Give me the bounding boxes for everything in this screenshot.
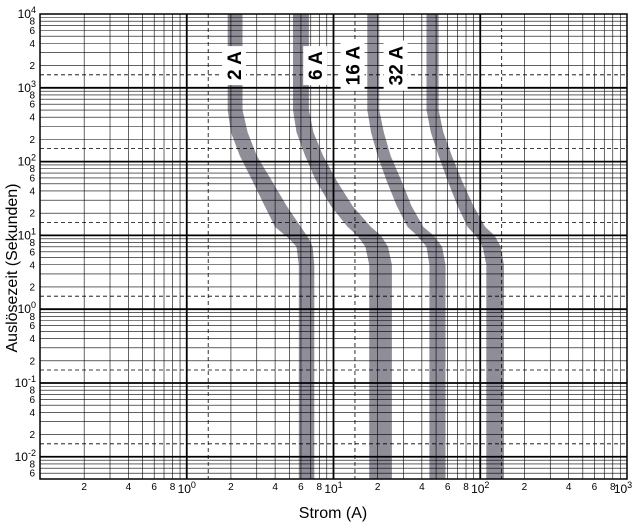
x-decade-label: 101	[324, 480, 342, 496]
y-decade-label: 10-1	[15, 374, 36, 390]
x-tick-label: 4	[272, 482, 278, 493]
y-tick-label: 6	[29, 395, 35, 406]
trip-bands	[227, 14, 504, 479]
y-tick-label: 6	[29, 100, 35, 111]
y-decade-label: 101	[18, 226, 36, 242]
series-label-text: 6 A	[306, 51, 327, 80]
y-tick-label: 2	[29, 356, 35, 367]
x-tick-label: 4	[566, 482, 572, 493]
y-tick-label: 6	[29, 321, 35, 332]
y-tick-label: 4	[29, 408, 35, 419]
y-tick-label: 2	[29, 61, 35, 72]
x-tick-label: 8	[316, 482, 322, 493]
y-decade-label: 100	[18, 300, 36, 316]
y-tick-label: 2	[29, 135, 35, 146]
y-tick-label: 4	[29, 260, 35, 271]
x-tick-label: 2	[522, 482, 528, 493]
y-tick-label: 8	[29, 312, 35, 323]
y-tick-label: 8	[29, 238, 35, 249]
x-tick-label: 6	[298, 482, 304, 493]
x-tick-label: 4	[126, 482, 132, 493]
x-tick-label: 8	[610, 482, 616, 493]
y-decade-label: 104	[18, 5, 36, 21]
y-tick-label: 6	[29, 26, 35, 37]
x-tick-label: 2	[81, 482, 87, 493]
y-decade-label: 102	[18, 153, 36, 169]
x-tick-label: 2	[375, 482, 381, 493]
y-tick-label: 2	[29, 282, 35, 293]
y-tick-label: 8	[29, 164, 35, 175]
x-axis-title: Strom (A)	[299, 505, 367, 522]
y-tick-label: 6	[29, 469, 35, 480]
series-label-text: 16 A	[344, 46, 365, 86]
x-tick-label: 6	[151, 482, 157, 493]
y-tick-label: 8	[29, 386, 35, 397]
y-decade-label: 10-2	[15, 448, 36, 464]
series-label-bg	[340, 40, 365, 91]
y-tick-label: 6	[29, 173, 35, 184]
y-tick-label: 8	[29, 17, 35, 28]
trip-band-4	[426, 14, 504, 479]
y-tick-label: 4	[29, 186, 35, 197]
series-label-2: 6 A	[303, 46, 328, 86]
x-tick-label: 8	[170, 482, 176, 493]
grid	[40, 14, 627, 479]
series-label-3: 16 A	[340, 40, 365, 91]
x-tick-label: 6	[592, 482, 598, 493]
y-axis-title: Auslösezeit (Sekunden)	[4, 184, 21, 353]
series-label-text: 2 A	[225, 51, 246, 80]
plot-frame	[39, 13, 628, 480]
x-tick-label: 4	[419, 482, 425, 493]
series-label-bg	[222, 46, 246, 86]
y-tick-label: 6	[29, 247, 35, 258]
series-labels: 2 A 6 A 16 A 32 A	[222, 40, 408, 91]
x-decade-label: 100	[178, 480, 196, 496]
y-tick-label: 4	[29, 334, 35, 345]
y-tick-label: 2	[29, 209, 35, 220]
series-label-1: 2 A	[222, 46, 246, 86]
series-label-text: 32 A	[387, 46, 408, 86]
y-tick-label: 4	[29, 39, 35, 50]
trip-band-2	[293, 14, 392, 479]
x-tick-label: 8	[463, 482, 469, 493]
x-decade-label: 102	[471, 480, 489, 496]
x-tick-label: 2	[228, 482, 234, 493]
y-tick-labels: 6824682468246824682468246810-210-1100101…	[15, 5, 36, 480]
y-decade-label: 103	[18, 79, 36, 95]
y-tick-label: 2	[29, 430, 35, 441]
trip-band-3	[367, 14, 446, 479]
x-decade-label: 103	[614, 480, 632, 496]
series-label-bg	[303, 46, 328, 86]
y-tick-label: 8	[29, 90, 35, 101]
y-tick-label: 8	[29, 459, 35, 470]
series-label-4: 32 A	[383, 40, 408, 91]
series-label-bg	[383, 40, 408, 91]
x-tick-label: 6	[445, 482, 451, 493]
y-tick-label: 4	[29, 113, 35, 124]
